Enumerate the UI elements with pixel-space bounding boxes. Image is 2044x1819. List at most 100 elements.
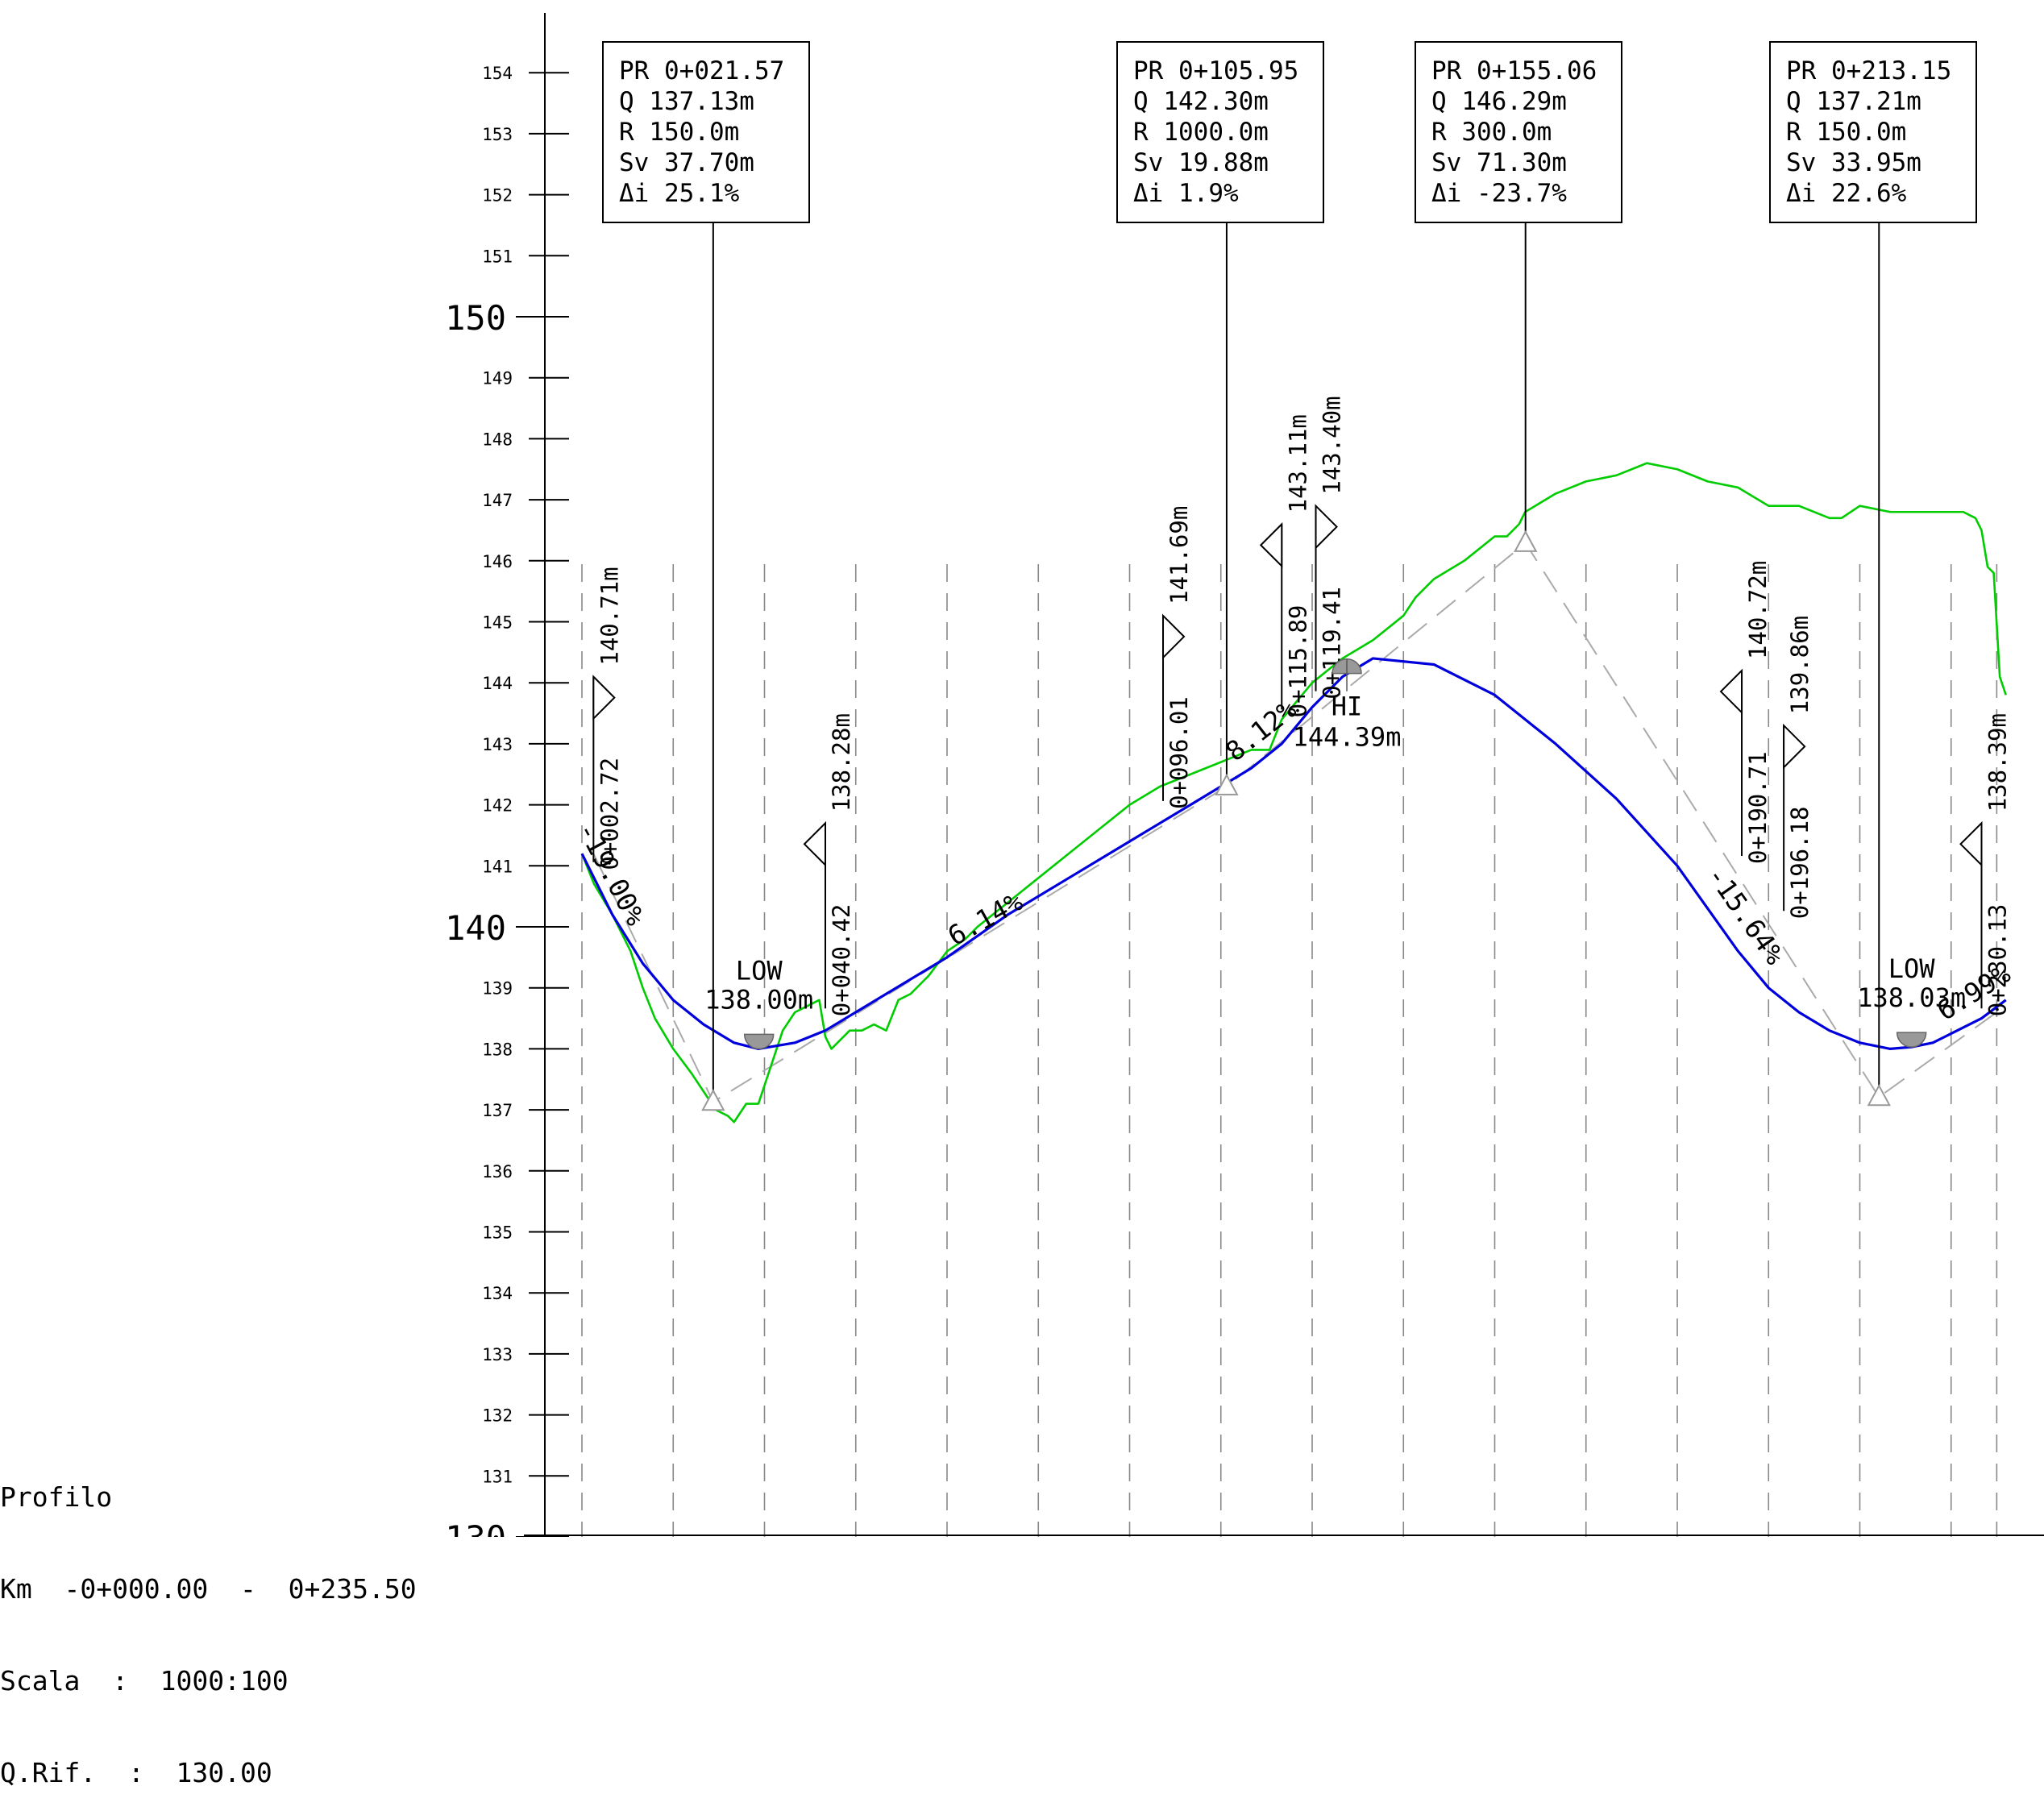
axis-tick-label: 142 (482, 796, 513, 816)
curve-box-line: PR 0+021.57 (619, 56, 784, 85)
low-symbol (1896, 1032, 1927, 1048)
profile-drawing: 130 131 132 133 134 135 136 137 138 139 140 141 142 1… (445, 13, 2044, 1537)
design-grade-line (580, 657, 2007, 1051)
vertex-triangle (1867, 1084, 1891, 1107)
curve-box-line: Sv 37.70m (619, 148, 754, 177)
curve-box-line: Δi 1.9% (1133, 179, 1239, 208)
tangent-point: 143.11m 0+115.89 (1259, 414, 1311, 718)
tangent-point-flag (1783, 723, 1806, 770)
axis-tick-label: 139 (482, 979, 513, 999)
tangent-point-station: 0+040.42 (828, 904, 855, 1017)
curve-box-line: PR 0+105.95 (1133, 56, 1298, 85)
curve-box-line: Δi 22.6% (1786, 179, 1907, 208)
axis-tick-label: 149 (482, 369, 513, 388)
tangent-point-flag (1259, 521, 1283, 568)
profile-reference-elevation: Q.Rif. : 130.00 (0, 1757, 272, 1788)
profile-info-block: Profilo Km -0+000.00 - 0+235.50 Scala : … (0, 1421, 417, 1819)
curve-box-frame (1116, 41, 1324, 223)
tangent-point-flag (1959, 820, 1983, 867)
tangent-point: 141.69m 0+096.01 (1162, 506, 1193, 809)
tangent-point: 143.40m 0+119.41 (1315, 396, 1346, 700)
curve-box-frame (1769, 41, 1977, 223)
axis-tick-label: 146 (482, 552, 513, 571)
curve-box-frame (1415, 41, 1622, 223)
axis-tick-label: 133 (482, 1345, 513, 1364)
tangent-point-elevation: 138.39m (1984, 713, 2012, 812)
tangent-point-elevation: 140.72m (1744, 561, 1772, 659)
axis-tick-label: 141 (482, 857, 513, 876)
tangent-point-station: 0+230.13 (1984, 904, 2012, 1017)
curve-box-line: Q 146.29m (1431, 87, 1567, 116)
grade-label: 8.12% (1219, 693, 1302, 767)
axis-tick-label: 144 (482, 674, 513, 693)
axis-tick-label: 135 (482, 1223, 513, 1243)
tangent-point: 140.71m 0+002.72 (592, 567, 623, 870)
profile-km-range: Km -0+000.00 - 0+235.50 (0, 1573, 417, 1605)
vertex-triangle (1514, 530, 1538, 552)
extreme-type: LOW (736, 955, 783, 986)
tangent-point-flag (1162, 613, 1186, 660)
elevation-axis: 130 131 132 133 134 135 136 137 138 139 140 141 142 1… (445, 13, 2044, 1537)
axis-tick-label: 152 (482, 186, 513, 206)
curve-box-line: Sv 33.95m (1786, 148, 1921, 177)
curve-box-line: R 1000.0m (1133, 118, 1269, 147)
tangent-point-station: 0+196.18 (1786, 807, 1813, 920)
vertex-triangle (701, 1089, 725, 1111)
tangent-point: 138.39m 0+230.13 (1959, 713, 2012, 1017)
tangent-point-elevation: 141.69m (1165, 506, 1193, 604)
extreme-type: HI (1332, 691, 1363, 722)
curve-box-line: Sv 71.30m (1431, 148, 1567, 177)
axis-tick-label: 148 (482, 430, 513, 449)
tangent-point: 140.72m 0+190.71 (1719, 561, 1772, 864)
axis-tick-label: 131 (482, 1467, 513, 1486)
extreme-value: 138.00m (704, 984, 813, 1015)
curve-box-line: PR 0+213.15 (1786, 56, 1951, 85)
tangent-point-flag (803, 820, 826, 867)
curve-box-line: Δi -23.7% (1431, 179, 1567, 208)
axis-tick-label: 130 (445, 1518, 506, 1537)
tangent-point-station: 0+115.89 (1284, 605, 1311, 718)
tangent-point-elevation: 143.11m (1284, 414, 1311, 513)
curve-box-line: R 150.0m (1786, 118, 1906, 147)
tangent-point-elevation: 140.71m (596, 567, 623, 665)
axis-tick-label: 145 (482, 613, 513, 633)
axis-tick-label: 154 (482, 64, 513, 83)
profile-scale: Scala : 1000:100 (0, 1665, 289, 1696)
tangent-point-flag (1719, 668, 1743, 715)
tangent-point-elevation: 138.28m (828, 713, 855, 812)
extreme-value: 144.39m (1293, 722, 1402, 753)
axis-tick-label: 136 (482, 1162, 513, 1182)
axis-tick-label: 153 (482, 125, 513, 144)
curve-box-line: Q 137.21m (1786, 87, 1921, 116)
vertex-triangle (1215, 773, 1239, 795)
ground-line (580, 462, 2007, 1123)
curve-box-line: PR 0+155.06 (1431, 56, 1597, 85)
axis-tick-label: 150 (445, 298, 506, 338)
curve-box-frame (602, 41, 810, 223)
tangent-point-flag (1315, 504, 1338, 550)
curve-box-line: Q 142.30m (1133, 87, 1269, 116)
design-line (580, 657, 2007, 1051)
curve-box-line: Sv 19.88m (1133, 148, 1269, 177)
profile-title: Profilo (0, 1481, 113, 1513)
axis-tick-label: 132 (482, 1406, 513, 1426)
extreme-type: LOW (1888, 953, 1936, 984)
tangent-point-station: 0+119.41 (1319, 587, 1346, 700)
axis-tick-label: 138 (482, 1040, 513, 1059)
axis-tick-label: 134 (482, 1284, 513, 1303)
curve-box-line: Δi 25.1% (619, 179, 740, 208)
curve-box-line: R 300.0m (1431, 118, 1552, 147)
curve-box-line: R 150.0m (619, 118, 739, 147)
tangent-point: 138.28m 0+040.42 (803, 713, 855, 1017)
axis-tick-label: 143 (482, 735, 513, 754)
tangent-point-markers: 140.71m 0+002.72 138.28m 0+040.42 141.69m 0+0… (592, 396, 2012, 1017)
ground-profile (580, 462, 2007, 1123)
axis-tick-label: 140 (445, 908, 506, 948)
